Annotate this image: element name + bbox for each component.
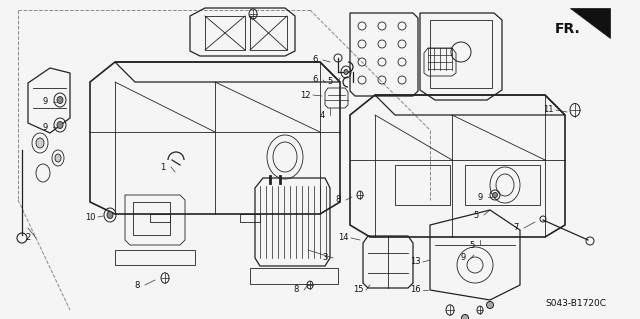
Text: 13: 13	[410, 257, 420, 266]
Text: 9: 9	[42, 98, 47, 107]
Ellipse shape	[57, 122, 63, 129]
Text: 6: 6	[312, 56, 317, 64]
Polygon shape	[570, 8, 610, 38]
Text: 7: 7	[513, 224, 518, 233]
Text: 3: 3	[323, 254, 328, 263]
Text: 8: 8	[293, 286, 299, 294]
Text: S043-B1720C: S043-B1720C	[545, 299, 606, 308]
Text: 16: 16	[410, 286, 420, 294]
Text: 9: 9	[42, 122, 47, 131]
Ellipse shape	[486, 301, 493, 308]
Ellipse shape	[55, 154, 61, 162]
Text: 12: 12	[300, 91, 310, 100]
Ellipse shape	[57, 97, 63, 103]
Text: 11: 11	[543, 106, 553, 115]
Text: 14: 14	[338, 234, 348, 242]
Text: 9: 9	[460, 254, 466, 263]
Text: 8: 8	[335, 196, 340, 204]
Ellipse shape	[107, 211, 113, 219]
Ellipse shape	[36, 138, 44, 148]
Ellipse shape	[344, 70, 348, 75]
Text: 2: 2	[26, 234, 31, 242]
Text: 5: 5	[474, 211, 479, 219]
Text: 5: 5	[328, 78, 333, 86]
Text: 9: 9	[477, 192, 483, 202]
Text: 5: 5	[469, 241, 475, 249]
Ellipse shape	[493, 192, 497, 197]
Text: 15: 15	[353, 286, 364, 294]
Text: FR.: FR.	[555, 22, 580, 36]
Text: 4: 4	[319, 110, 324, 120]
Ellipse shape	[461, 315, 468, 319]
Text: 6: 6	[312, 76, 317, 85]
Text: 1: 1	[161, 162, 166, 172]
Text: 10: 10	[84, 212, 95, 221]
Text: 8: 8	[134, 280, 140, 290]
